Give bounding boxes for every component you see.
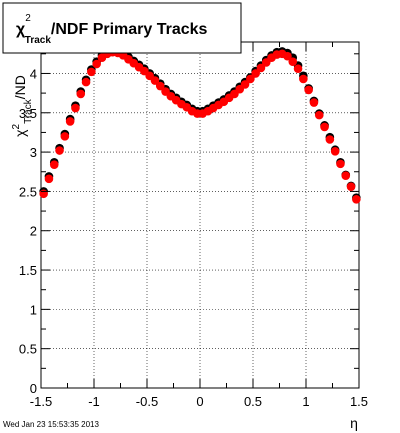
x-tick-label: -0.5 <box>136 394 158 409</box>
series-1 <box>39 47 361 204</box>
data-point <box>299 74 308 84</box>
data-point <box>314 110 324 120</box>
y-axis-label-text: χ2Track/ND <box>11 75 34 137</box>
y-tick-label: 1 <box>30 302 37 317</box>
y-axis-label: χ2Track/ND <box>11 75 34 137</box>
x-tick-label: 1 <box>302 394 309 409</box>
x-tick-label: -1 <box>88 394 100 409</box>
data-point <box>336 159 345 169</box>
data-point <box>55 146 64 155</box>
data-point <box>92 59 101 69</box>
data-point <box>60 132 70 141</box>
y-tick-label: 1.5 <box>19 263 37 278</box>
data-point <box>330 147 340 156</box>
title-sup: 2 <box>25 13 31 24</box>
data-point <box>71 103 80 113</box>
data-point <box>251 69 260 78</box>
title-sub: Track <box>25 35 52 46</box>
data-point <box>49 160 59 169</box>
title-suffix: /NDF Primary Tracks <box>51 21 208 38</box>
footer-timestamp: Wed Jan 23 15:53:35 2013 <box>3 420 99 429</box>
y-axis-label-prefix: χ <box>12 129 28 137</box>
y-tick-label: 3.5 <box>19 106 37 121</box>
data-point <box>341 171 351 180</box>
x-tick-label: -1.5 <box>30 394 52 409</box>
data-point <box>81 77 91 87</box>
data-point <box>155 81 165 91</box>
title-box: χ2 Track/NDF Primary Tracks <box>2 2 242 54</box>
data-point <box>325 135 335 144</box>
data-point <box>309 98 319 107</box>
data-point <box>320 122 329 132</box>
y-tick-label: 0 <box>30 381 37 396</box>
data-point <box>346 182 356 191</box>
x-tick-label: 1.5 <box>350 394 368 409</box>
data-point <box>39 189 48 199</box>
y-axis-label-sup: 2 <box>11 123 22 129</box>
data-point <box>304 85 313 95</box>
x-axis-label: η <box>350 415 358 431</box>
y-axis-label-sub: Track <box>23 98 34 124</box>
data-point <box>352 194 361 204</box>
y-axis-label-suffix: /ND <box>12 75 28 99</box>
y-tick-label: 3 <box>30 145 37 160</box>
y-tick-label: 4 <box>30 66 37 81</box>
data-point <box>256 63 266 73</box>
data-point <box>44 174 54 184</box>
chart-title: χ2 Track/NDF Primary Tracks <box>16 13 208 46</box>
tick-layer: -1.5 -1 -0.5 0 0.5 1 1.5 0 0.5 1 1.5 2 2.5 3 3.5 4 <box>19 42 368 409</box>
y-tick-label: 2.5 <box>19 184 37 199</box>
y-tick-label: 0.5 <box>19 342 37 357</box>
series-layer <box>39 46 361 204</box>
data-point <box>87 67 96 77</box>
y-tick-label: 2 <box>30 224 37 239</box>
data-point <box>293 64 303 74</box>
title-box-frame <box>2 2 242 54</box>
data-point <box>76 89 86 99</box>
data-point <box>150 76 160 85</box>
x-tick-label: 0.5 <box>244 394 262 409</box>
data-point <box>283 51 292 61</box>
x-tick-label: 0 <box>196 394 203 409</box>
title-prefix: χ <box>16 21 26 38</box>
data-point <box>65 117 75 126</box>
data-point <box>240 80 250 89</box>
data-point <box>246 74 255 84</box>
data-point <box>288 57 298 66</box>
